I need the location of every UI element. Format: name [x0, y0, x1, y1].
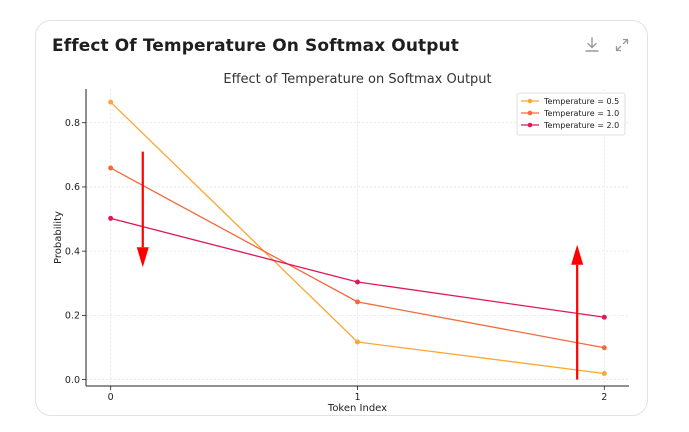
legend-swatch-marker [527, 98, 533, 104]
y-tick-label: 0.6 [65, 182, 80, 193]
download-icon[interactable] [582, 35, 602, 55]
axes: 0.0 0.2 0.4 0.6 0.8 0 1 2 [65, 89, 629, 403]
legend-label: Temperature = 1.0 [543, 109, 619, 118]
card-title: Effect Of Temperature On Softmax Output [52, 36, 459, 56]
annotations [136, 151, 584, 380]
data-point [108, 99, 114, 105]
x-tick-label: 1 [354, 392, 360, 403]
x-tick-label: 2 [601, 392, 607, 403]
data-point [601, 370, 607, 376]
data-point [355, 339, 360, 345]
data-point [355, 279, 360, 285]
data-point [108, 215, 114, 221]
legend-label: Temperature = 0.5 [543, 97, 619, 106]
data-point [601, 345, 607, 351]
legend: Temperature = 0.5 Temperature = 1.0 Temper… [516, 92, 626, 136]
data-point [601, 314, 607, 320]
data-point [355, 299, 360, 305]
data-point [108, 165, 114, 171]
chart-card: Effect Of Temperature On Softmax Output [35, 20, 648, 416]
y-tick-label: 0.8 [65, 118, 80, 129]
y-tick-label: 0.2 [65, 311, 80, 322]
expand-icon[interactable] [612, 35, 632, 55]
x-axis-title: Token Index [327, 403, 387, 414]
x-tick-label: 0 [108, 392, 114, 403]
legend-box [516, 92, 626, 136]
annotation-arrow-head [571, 244, 584, 265]
legend-swatch-marker [527, 110, 533, 116]
y-tick-label: 0.4 [65, 246, 80, 257]
legend-label: Temperature = 2.0 [543, 121, 619, 130]
chart-title: Effect of Temperature on Softmax Output [223, 72, 491, 87]
legend-swatch-marker [527, 122, 533, 128]
annotation-arrow-head [136, 247, 149, 268]
y-tick-label: 0.0 [65, 375, 80, 386]
series-layer [108, 99, 607, 376]
y-axis-title: Probability [53, 211, 64, 264]
